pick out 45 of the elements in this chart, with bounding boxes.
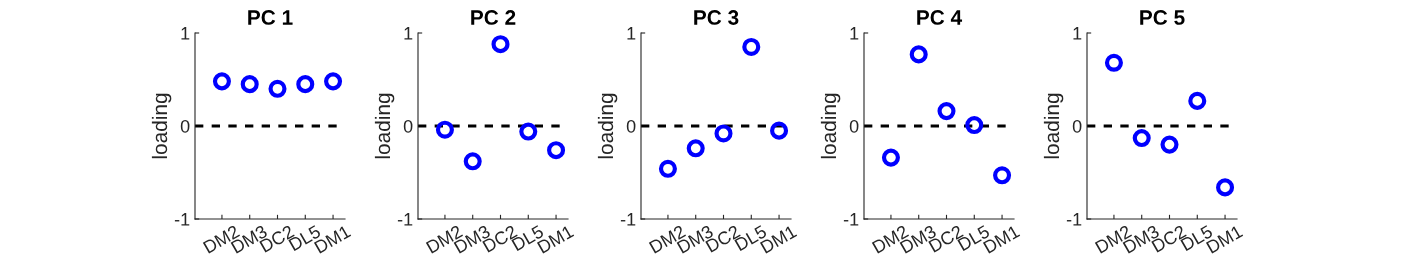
- point: [993, 166, 1012, 185]
- y-axis-title: loading: [820, 93, 841, 159]
- y-tick-label: -1: [843, 213, 859, 226]
- y-axis-title: loading: [597, 93, 618, 159]
- point: [547, 141, 566, 160]
- point: [1104, 53, 1123, 72]
- y-tick-label: -1: [174, 213, 190, 226]
- point: [742, 37, 761, 56]
- y-tick-label: 1: [181, 27, 190, 40]
- chart-title: PC 2: [471, 10, 516, 25]
- point: [965, 116, 984, 135]
- point: [937, 102, 956, 121]
- chart-title: PC 3: [694, 10, 739, 25]
- y-tick-label: 1: [627, 27, 636, 40]
- y-axis-title: loading: [151, 93, 172, 159]
- point: [658, 159, 677, 178]
- point: [714, 124, 733, 143]
- y-tick-label: 0: [626, 119, 636, 133]
- point: [1216, 178, 1235, 197]
- point: [463, 152, 482, 171]
- point: [1160, 135, 1179, 154]
- chart-title: PC 4: [917, 10, 963, 25]
- y-tick-label: -1: [620, 213, 636, 226]
- y-tick-label: 1: [1073, 27, 1082, 40]
- point: [909, 45, 928, 64]
- y-tick-label: -1: [397, 213, 413, 226]
- y-tick-label: -1: [1066, 213, 1082, 226]
- point: [770, 121, 789, 140]
- point: [1188, 91, 1207, 110]
- y-tick-label: 0: [1072, 119, 1082, 133]
- y-tick-label: 0: [849, 119, 859, 133]
- point: [435, 120, 454, 139]
- point: [686, 139, 705, 158]
- y-axis-title: loading: [1043, 93, 1064, 159]
- chart-title: PC 1: [248, 10, 293, 25]
- point: [881, 148, 900, 167]
- point: [491, 35, 510, 54]
- point: [1132, 129, 1151, 148]
- y-axis-title: loading: [374, 93, 395, 159]
- point: [519, 122, 538, 141]
- y-tick-label: 1: [850, 27, 859, 40]
- y-tick-label: 0: [403, 119, 413, 133]
- y-tick-label: 0: [180, 119, 190, 133]
- chart-title: PC 5: [1140, 10, 1185, 25]
- y-tick-label: 1: [404, 27, 413, 40]
